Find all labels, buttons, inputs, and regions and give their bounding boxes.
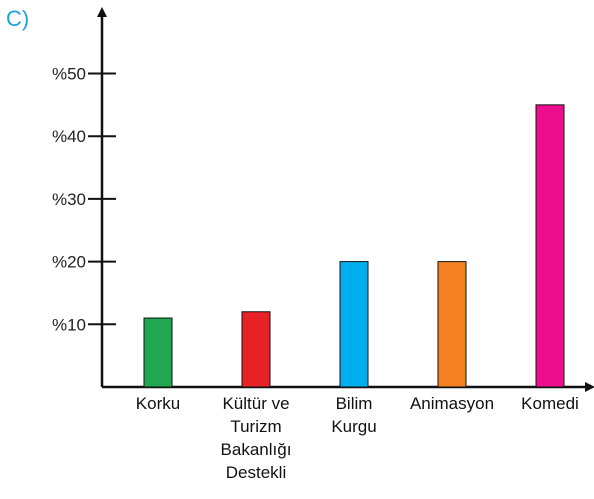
y-tick-label: %10 <box>52 315 86 334</box>
x-category-label: Destekli <box>226 463 286 482</box>
option-label: C) <box>6 6 30 31</box>
x-category-label: Turizm <box>230 417 281 436</box>
x-category-label: Komedi <box>521 394 579 413</box>
y-tick-label: %40 <box>52 127 86 146</box>
bar <box>437 261 467 388</box>
x-category-label: Bilim <box>336 394 373 413</box>
x-category-label: Bakanlığı <box>221 440 292 459</box>
x-category-label: Kültür ve <box>222 394 289 413</box>
y-tick-label: %20 <box>52 253 86 272</box>
bar <box>143 317 173 388</box>
x-category-label: Kurgu <box>331 417 376 436</box>
y-tick-label: %30 <box>52 190 86 209</box>
y-tick-label: %50 <box>52 65 86 84</box>
bar <box>339 261 369 388</box>
x-category-label: Animasyon <box>410 394 494 413</box>
bar <box>241 311 271 388</box>
x-category-label: Korku <box>136 394 180 413</box>
bar <box>535 104 565 388</box>
